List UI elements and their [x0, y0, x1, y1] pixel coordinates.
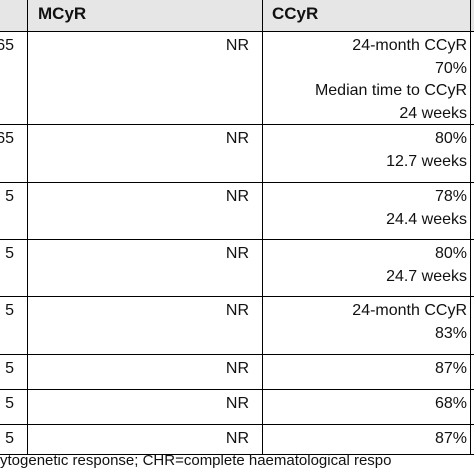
cell-line: 87% [434, 430, 467, 447]
table-row: 5 NR 78% 24.4 weeks [0, 183, 474, 240]
column-divider [262, 0, 263, 455]
cell-line: 87% [434, 360, 467, 377]
table-row: 5 NR 87% [0, 425, 474, 455]
cell-mcyr: NR [225, 188, 249, 205]
table-row: 5 NR 68% [0, 390, 474, 425]
table-row: 5 NR 24-month CCyR 83% [0, 297, 474, 355]
cell-ccyr: 24-month CCyR 70% Median time to CCyR 24 we… [263, 35, 467, 125]
cell-ccyr: 80% 12.7 weeks [263, 128, 467, 173]
column-divider [27, 0, 28, 455]
cell-line: 12.7 weeks [386, 152, 467, 170]
cell-mcyr: NR [225, 360, 249, 377]
table-row: 5 NR 87% [0, 355, 474, 390]
table-row: 65 NR 80% 12.7 weeks [0, 125, 474, 183]
cell-mcyr: NR [225, 245, 249, 262]
cell-mcyr: NR [225, 395, 249, 412]
column-header: MCyR [38, 4, 87, 23]
cell-group: 65 [0, 130, 14, 147]
cell-line: 24.4 weeks [386, 210, 467, 228]
cell-group: 5 [5, 245, 14, 262]
cell-group: 5 [5, 302, 14, 319]
cell-mcyr: NR [225, 37, 249, 54]
cell-group: 5 [5, 188, 14, 205]
cell-line: 24-month CCyR [352, 302, 467, 319]
cell-line: 80% [434, 245, 467, 262]
column-divider [470, 0, 471, 455]
cell-line: 80% [434, 130, 467, 147]
cell-line: Median time to CCyR [314, 82, 467, 99]
cell-line: 24-month CCyR [352, 37, 467, 54]
cell-mcyr: NR [225, 302, 249, 319]
cell-ccyr: 68% [263, 393, 467, 416]
table-row: 65 NR 24-month CCyR 70% Median time to CCyR 2… [0, 32, 474, 125]
cell-mcyr: NR [225, 430, 249, 447]
table-header: MCyR CCyR [0, 0, 474, 32]
cell-ccyr: 87% [263, 428, 467, 451]
cell-ccyr: 24-month CCyR 83% [263, 300, 467, 345]
cell-mcyr: NR [225, 130, 249, 147]
footnote: ytogenetic response; CHR=complete haemat… [0, 452, 392, 469]
cell-line: 70% [434, 59, 467, 77]
cell-group: 5 [5, 360, 14, 377]
table-row: 5 NR 80% 24.7 weeks [0, 240, 474, 297]
cell-group: 5 [5, 395, 14, 412]
cell-ccyr: 78% 24.4 weeks [263, 186, 467, 231]
cell-line: 24 weeks [399, 104, 467, 122]
cell-line: 68% [434, 395, 467, 412]
cell-line: 24.7 weeks [386, 267, 467, 285]
cell-group: 5 [5, 430, 14, 447]
cell-ccyr: 87% [263, 358, 467, 381]
column-header: CCyR [272, 4, 319, 23]
cell-group: 65 [0, 37, 14, 54]
cell-line: 78% [434, 188, 467, 205]
cell-ccyr: 80% 24.7 weeks [263, 243, 467, 288]
cell-line: 83% [434, 324, 467, 342]
